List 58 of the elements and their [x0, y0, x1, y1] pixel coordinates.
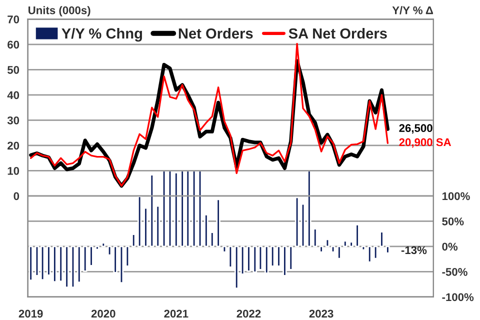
y-tick-label: 0 — [14, 192, 20, 200]
y-tick-label: 70 — [8, 15, 20, 24]
x-tick-label: 2022 — [236, 310, 261, 318]
bar — [228, 246, 233, 268]
y2-tick-label: -100% — [442, 293, 474, 302]
bar — [373, 246, 378, 260]
bar — [144, 207, 148, 248]
bar — [319, 246, 324, 253]
bar — [240, 246, 245, 275]
bar — [288, 246, 293, 270]
x-tick-label: 2023 — [309, 310, 334, 318]
bar — [101, 242, 106, 248]
y2-tick-label: 0% — [442, 242, 458, 251]
bar — [77, 246, 82, 284]
bar — [234, 246, 239, 290]
legend-label: SA Net Orders — [288, 28, 387, 39]
y-axis-title: Units (000s) — [28, 6, 90, 16]
bar — [28, 246, 33, 281]
bar — [132, 234, 136, 248]
x-tick-label: 2021 — [164, 310, 188, 318]
y-tick-label: 30 — [7, 116, 20, 124]
bar — [156, 205, 160, 248]
annotation: -13% — [401, 246, 427, 254]
y2-tick-label: 100% — [442, 192, 470, 200]
bar — [168, 170, 172, 248]
bar — [294, 196, 300, 248]
bar — [192, 170, 196, 248]
y2-tick-label: 50% — [442, 217, 464, 226]
bar — [83, 246, 88, 272]
bar — [246, 246, 251, 272]
y-tick-label: 60 — [8, 40, 20, 49]
bar — [264, 246, 269, 274]
bar — [174, 172, 178, 248]
bar — [222, 246, 227, 253]
y-tick-label: 40 — [7, 91, 20, 100]
bar — [198, 170, 202, 248]
bar — [361, 246, 366, 251]
y-tick-label: 50 — [7, 66, 20, 74]
bar — [119, 246, 124, 284]
legend-label: Y/Y % Chng — [62, 28, 142, 42]
y-tick-label: 20 — [8, 142, 20, 150]
annotation: 26,500 — [399, 124, 432, 134]
x-tick-label: 2020 — [91, 310, 116, 318]
bar — [216, 198, 220, 248]
bar — [125, 246, 130, 267]
bar — [300, 203, 306, 248]
bar — [368, 246, 372, 263]
annotation: 20,900 SA — [399, 138, 452, 148]
y2-tick-label: -50% — [442, 268, 468, 276]
bar — [70, 246, 76, 288]
x-tick-label: 2019 — [18, 310, 43, 318]
bar — [270, 246, 275, 267]
bar — [137, 196, 142, 248]
y2-axis-title: Y/Y % Δ — [392, 6, 433, 14]
bar — [150, 174, 154, 248]
legend-label: Net Orders — [178, 28, 253, 39]
bar — [162, 170, 166, 248]
y-tick-label: 10 — [8, 166, 20, 175]
